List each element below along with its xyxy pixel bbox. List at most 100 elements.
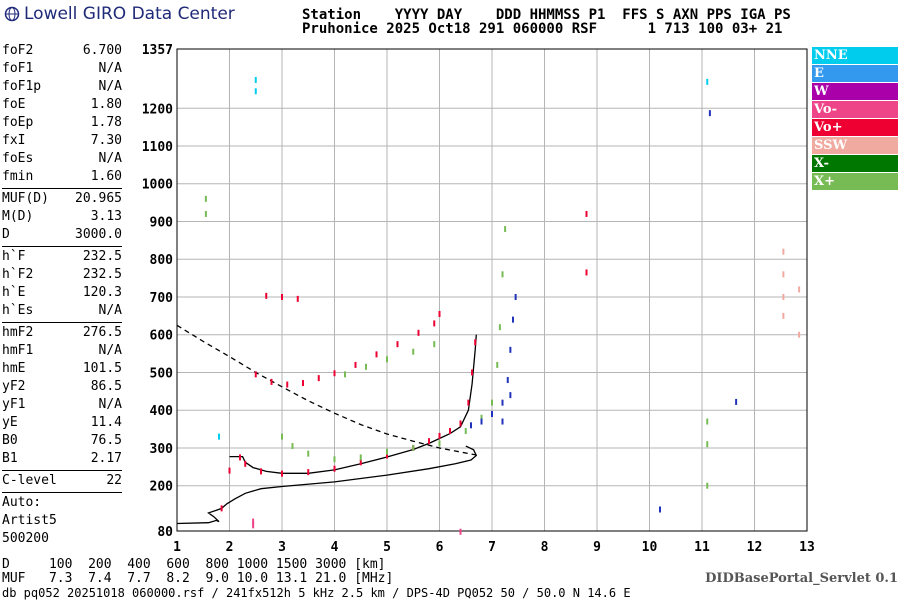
echo-point [474, 339, 477, 346]
echo-point [496, 361, 499, 368]
param-value: 7.30 [90, 133, 122, 148]
y-tick-label: 700 [150, 291, 174, 306]
echo-point [433, 341, 436, 348]
echo-point [412, 444, 415, 451]
y-tick-label: 200 [150, 480, 174, 495]
logo-text: Lowell GIRO Data Center [24, 4, 235, 24]
x-tick-label: 5 [383, 540, 391, 555]
param-value: 20.965 [75, 191, 122, 206]
x-tick-label: 8 [541, 540, 549, 555]
echo-point [509, 392, 512, 399]
param-row: foF1p N/A [2, 78, 122, 96]
param-value: N/A [98, 397, 122, 412]
echo-point [491, 410, 493, 417]
legend-item: E [812, 65, 898, 82]
echo-point [317, 375, 320, 382]
x-tick-label: 3 [278, 540, 286, 555]
param-row: fxI 7.30 [2, 132, 122, 150]
echo-point [501, 271, 504, 278]
param-name: hmE [2, 361, 26, 376]
echo-point [735, 398, 738, 405]
echo-point [659, 506, 661, 513]
y-tick-label: 300 [150, 442, 174, 457]
param-row: foF2 6.700 [2, 42, 122, 60]
y-tick-label: 1100 [142, 140, 173, 155]
param-value: 3.13 [90, 209, 122, 224]
panel-separator [2, 492, 122, 493]
echo-point [480, 414, 483, 421]
x-tick-label: 4 [331, 540, 339, 555]
echo-point [471, 369, 474, 376]
echo-point [291, 443, 294, 450]
echo-point [204, 210, 207, 217]
echo-point [417, 329, 420, 336]
param-value: 22 [106, 473, 122, 488]
param-value: N/A [98, 303, 122, 318]
legend-item: X+ [812, 173, 898, 190]
legend-item: Vo- [812, 101, 898, 118]
param-value: 86.5 [90, 379, 122, 394]
echo-point [396, 341, 399, 348]
echo-point [438, 310, 441, 317]
param-row: foEs N/A [2, 150, 122, 168]
autoscaling-info: Artist5 [2, 513, 57, 528]
echo-point [438, 432, 441, 439]
echo-point [307, 450, 310, 457]
param-row: h`F 232.5 [2, 248, 122, 266]
param-row: foE 1.80 [2, 96, 122, 114]
echo-point [220, 505, 223, 512]
echo-point [307, 469, 310, 476]
echo-point [512, 316, 514, 323]
y-tick-label: 400 [150, 404, 174, 419]
param-value: 76.5 [90, 433, 122, 448]
param-value: 11.4 [90, 415, 122, 430]
x-tick-label: 6 [436, 540, 444, 555]
y-tick-label: 800 [150, 253, 174, 268]
param-name: D [2, 227, 10, 242]
param-value: 232.5 [82, 267, 122, 282]
y-tick-label: 1200 [142, 102, 173, 117]
param-value: 232.5 [82, 249, 122, 264]
param-name: h`Es [2, 303, 34, 318]
echo-point [218, 433, 220, 440]
param-name: foF1p [2, 79, 42, 94]
plot-frame [176, 48, 808, 532]
echo-point [585, 210, 588, 217]
param-row: hmE 101.5 [2, 360, 122, 378]
echo-point [365, 363, 367, 370]
echo-point [585, 269, 588, 276]
param-name: fmin [2, 169, 34, 184]
panel-separator [2, 322, 122, 323]
echo-point [302, 380, 304, 387]
echo-point [480, 418, 483, 425]
servlet-credit: DIDBasePortal_Servlet 0.1 [705, 571, 898, 586]
param-row: hmF1 N/A [2, 342, 122, 360]
param-name: yF1 [2, 397, 26, 412]
autoscaling-info: Auto: [2, 495, 42, 510]
echo-point [449, 427, 451, 434]
param-row: h`Es N/A [2, 302, 122, 320]
param-name: foEp [2, 115, 34, 130]
muf-curve [176, 324, 480, 457]
echo-point [281, 433, 283, 440]
param-row: foF1 N/A [2, 60, 122, 78]
param-row: yE 11.4 [2, 414, 122, 432]
panel-separator [2, 188, 122, 189]
param-name: M(D) [2, 209, 34, 224]
param-value: 101.5 [82, 361, 122, 376]
echo-point [254, 88, 257, 95]
echo-point [433, 320, 436, 327]
echo-point [265, 292, 268, 299]
param-row: C-level 22 [2, 472, 122, 490]
echo-point [244, 460, 247, 467]
echo-point [491, 399, 493, 406]
param-row: fmin 1.60 [2, 168, 122, 186]
param-name: hmF2 [2, 325, 34, 340]
param-name: hmF1 [2, 343, 34, 358]
scaled-parameters-panel: foF2 6.700 foF1 N/A foF1p N/A foE 1.80 foEp 1.78 f… [2, 42, 122, 548]
echo-point [333, 456, 336, 463]
header-line-2: Pruhonice 2025 Oct18 291 060000 RSF 1 71… [302, 21, 783, 37]
polarization-legend: NNE E W Vo- Vo+ SSW X- X+ [812, 47, 898, 191]
echo-point [498, 324, 501, 331]
panel-separator [2, 470, 122, 471]
